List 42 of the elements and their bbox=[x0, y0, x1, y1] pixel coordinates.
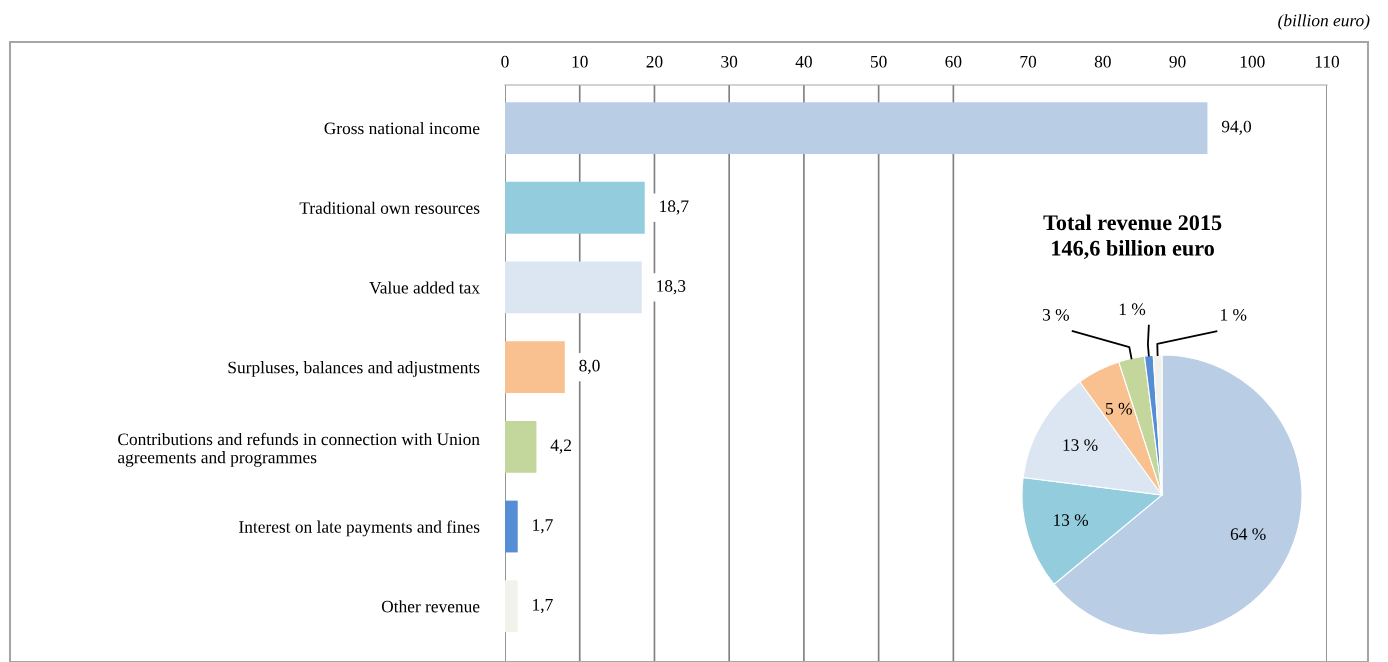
data-label: 1 % bbox=[1119, 303, 1146, 316]
bar bbox=[505, 181, 645, 234]
x-tick-label: 0 bbox=[501, 55, 509, 68]
text: (billion euro) bbox=[1278, 14, 1370, 30]
y-tick-label: Surpluses, balances and adjustments bbox=[228, 361, 480, 377]
y-tick-label: Contributions and refunds in connection with Union agreements and programmes bbox=[118, 432, 480, 467]
x-tick-label: 80 bbox=[1094, 55, 1111, 68]
data-label: 1,7 bbox=[533, 519, 553, 534]
y-tick-label: Traditional own resources bbox=[299, 201, 480, 214]
y-tick-label: Interest on late payments and fines bbox=[239, 520, 480, 537]
bar bbox=[505, 500, 518, 553]
data-label: 3 % bbox=[1042, 308, 1070, 321]
data-label: 5 % bbox=[1106, 402, 1132, 415]
data-label: 94,0 bbox=[1221, 120, 1252, 135]
bar bbox=[505, 420, 537, 473]
chart-title: Total revenue 2015 146,6 billion euro bbox=[1043, 214, 1222, 259]
x-tick-label: 40 bbox=[795, 55, 812, 68]
x-tick-label: 60 bbox=[945, 55, 962, 68]
data-label: 64 % bbox=[1230, 528, 1266, 540]
data-label: 18,3 bbox=[657, 280, 686, 295]
bar bbox=[505, 261, 642, 314]
x-tick-label: 30 bbox=[721, 55, 738, 68]
y-tick-label: Gross national income bbox=[324, 122, 480, 135]
x-tick-label: 90 bbox=[1169, 55, 1186, 68]
x-tick-label: 10 bbox=[572, 55, 588, 68]
x-tick-label: 70 bbox=[1020, 55, 1037, 68]
data-label: 13 % bbox=[1054, 514, 1089, 526]
x-tick-label: 50 bbox=[870, 55, 887, 68]
data-label: 13 % bbox=[1063, 439, 1098, 451]
data-label: 18,7 bbox=[660, 200, 689, 215]
data-label: 1 % bbox=[1220, 308, 1247, 321]
bar bbox=[505, 580, 518, 633]
x-tick-label: 20 bbox=[646, 55, 663, 68]
bar bbox=[505, 341, 565, 394]
x-tick-label: 100 bbox=[1240, 55, 1265, 68]
y-tick-label: Other revenue bbox=[381, 600, 480, 613]
data-label: 8,0 bbox=[579, 359, 600, 374]
data-label: 4,2 bbox=[550, 439, 572, 454]
x-tick-label: 110 bbox=[1315, 55, 1340, 68]
y-tick-label: Value added tax bbox=[369, 281, 480, 294]
data-label: 1,7 bbox=[533, 598, 553, 614]
bar bbox=[505, 102, 1208, 154]
